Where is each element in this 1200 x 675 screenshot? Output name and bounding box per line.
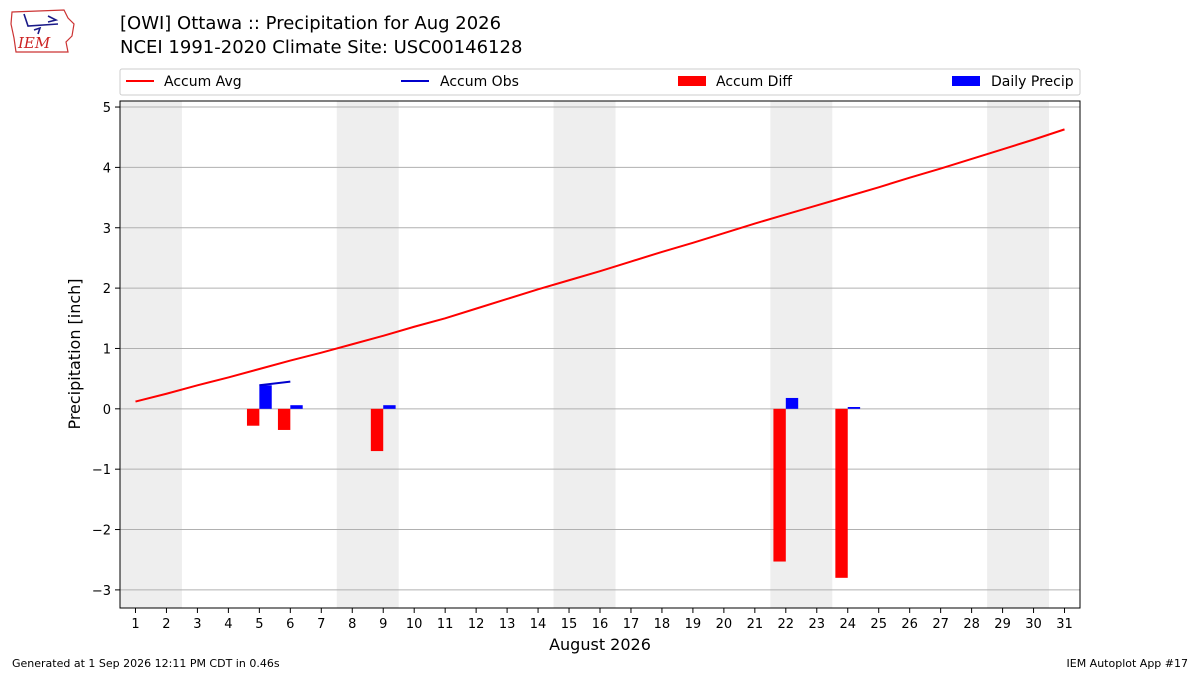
- x-tick-label-23: 23: [809, 617, 826, 632]
- y-tick-label-4: 4: [103, 161, 111, 176]
- accum-diff-bar-5: [246, 408, 260, 426]
- legend-swatch-daily-precip: [952, 76, 980, 86]
- x-tick-label-31: 31: [1056, 617, 1073, 632]
- series-lines: [135, 128, 1065, 403]
- weather-vane-icon: [23, 13, 59, 35]
- y-tick-label--1: −1: [92, 463, 111, 478]
- x-tick-label-9: 9: [379, 617, 387, 632]
- x-tick-label-4: 4: [224, 617, 232, 632]
- weekend-band-2: [553, 101, 616, 608]
- accum-avg-line: [135, 128, 1065, 403]
- daily-precip-bar-5: [259, 385, 272, 409]
- x-tick-label-24: 24: [839, 617, 856, 632]
- legend-box: [119, 68, 1081, 96]
- footer-generated-text: Generated at 1 Sep 2026 12:11 PM CDT in …: [12, 657, 280, 670]
- legend: Accum Avg Accum Obs Accum Diff Daily Pre…: [119, 68, 1081, 96]
- y-tick-label--2: −2: [92, 524, 111, 539]
- x-tick-label-26: 26: [901, 617, 918, 632]
- x-tick-label-19: 19: [685, 617, 702, 632]
- x-tick-label-25: 25: [870, 617, 887, 632]
- accum-diff-bar-9: [370, 408, 384, 452]
- x-tick-label-28: 28: [963, 617, 980, 632]
- daily-precip-bars: [259, 385, 861, 409]
- accum-diff-bar-24: [835, 408, 848, 578]
- y-tick-label-0: 0: [103, 403, 111, 418]
- x-tick-label-30: 30: [1025, 617, 1042, 632]
- x-tick-label-3: 3: [193, 617, 201, 632]
- accum-diff-bars: [246, 408, 848, 578]
- x-tick-label-2: 2: [162, 617, 170, 632]
- x-tick-label-8: 8: [348, 617, 356, 632]
- weekend-band-1: [336, 101, 399, 608]
- x-axis-ticks: 1 2 3 4 5 6 7 8 9 10 11 12 13 14 15 16 17 18 19 20 21 22 23 24 2…: [131, 608, 1073, 632]
- x-tick-label-17: 17: [623, 617, 640, 632]
- y-tick-label-1: 1: [103, 342, 111, 357]
- x-tick-label-13: 13: [499, 617, 516, 632]
- x-tick-label-21: 21: [747, 617, 764, 632]
- x-tick-label-5: 5: [255, 617, 263, 632]
- x-tick-label-15: 15: [561, 617, 578, 632]
- footer-app-label: IEM Autoplot App #17: [1066, 657, 1189, 670]
- y-tick-label-3: 3: [103, 222, 111, 237]
- legend-label-accum-obs: Accum Obs: [440, 74, 519, 90]
- x-tick-label-12: 12: [468, 617, 485, 632]
- x-tick-label-22: 22: [778, 617, 795, 632]
- weekend-band-4: [987, 101, 1050, 608]
- x-tick-label-16: 16: [592, 617, 609, 632]
- y-tick-label--3: −3: [92, 584, 111, 599]
- grid-lines: [120, 106, 1080, 591]
- x-tick-label-18: 18: [654, 617, 671, 632]
- accum-diff-bar-22: [773, 408, 786, 562]
- x-tick-label-1: 1: [131, 617, 139, 632]
- weekend-band-3: [770, 101, 833, 608]
- logo-text: IEM: [17, 34, 51, 52]
- legend-label-daily-precip: Daily Precip: [991, 74, 1074, 90]
- accum-obs-line: [259, 380, 291, 387]
- chart-title: [OWI] Ottawa :: Precipitation for Aug 20…: [120, 13, 502, 34]
- legend-label-accum-diff: Accum Diff: [716, 74, 792, 90]
- x-tick-label-10: 10: [406, 617, 423, 632]
- legend-label-accum-avg: Accum Avg: [164, 74, 242, 90]
- x-tick-label-6: 6: [286, 617, 294, 632]
- x-tick-label-27: 27: [932, 617, 949, 632]
- x-tick-label-20: 20: [716, 617, 733, 632]
- daily-precip-bar-6: [290, 405, 303, 409]
- y-tick-label-5: 5: [103, 101, 111, 116]
- daily-precip-bar-22: [785, 397, 799, 409]
- plot-frame: [119, 100, 1081, 609]
- x-tick-label-14: 14: [530, 617, 547, 632]
- x-tick-label-7: 7: [317, 617, 325, 632]
- y-axis-ticks: −3 −2 −1 0 1 2 3 4 5: [92, 101, 120, 599]
- legend-swatch-accum-diff: [678, 76, 706, 86]
- weekend-bands: [120, 101, 1050, 608]
- x-tick-label-29: 29: [994, 617, 1011, 632]
- x-tick-label-11: 11: [437, 617, 454, 632]
- x-axis-label: August 2026: [549, 635, 651, 654]
- weekend-band-0: [120, 101, 182, 608]
- y-tick-label-2: 2: [103, 282, 111, 297]
- chart-subtitle: NCEI 1991-2020 Climate Site: USC00146128: [120, 37, 523, 58]
- y-axis-label: Precipitation [inch]: [65, 278, 84, 429]
- iem-logo: IEM: [10, 9, 75, 53]
- daily-precip-bar-9: [383, 405, 396, 409]
- accum-diff-bar-6: [277, 408, 291, 430]
- daily-precip-bar-24: [847, 407, 861, 409]
